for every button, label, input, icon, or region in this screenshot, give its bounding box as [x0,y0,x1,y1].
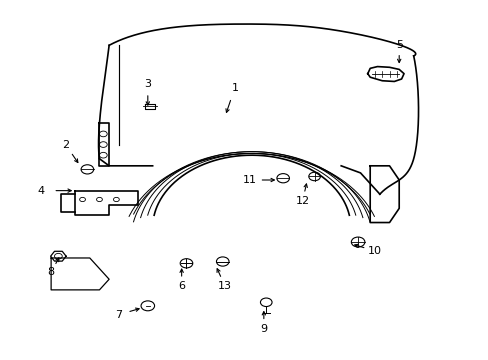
Text: 13: 13 [218,281,232,291]
Text: 8: 8 [47,267,55,277]
Text: 5: 5 [395,40,402,50]
Text: 9: 9 [260,324,267,334]
Text: 3: 3 [144,79,151,89]
Text: 4: 4 [38,186,45,195]
Text: 12: 12 [295,196,309,206]
Text: 11: 11 [242,175,256,185]
Text: 2: 2 [62,140,69,149]
Text: 10: 10 [367,246,381,256]
Text: 1: 1 [231,83,238,93]
Text: 7: 7 [115,310,122,320]
Text: 6: 6 [178,281,185,291]
